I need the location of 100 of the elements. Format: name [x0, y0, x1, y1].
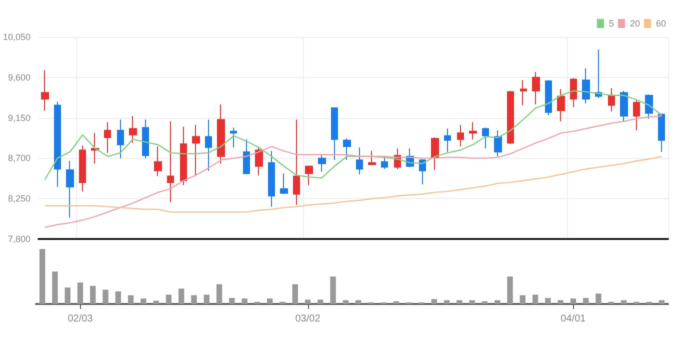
candlestick [117, 119, 124, 159]
candlestick [205, 119, 212, 172]
bar [431, 299, 438, 304]
legend-label: 60 [656, 18, 666, 28]
candlestick [368, 150, 376, 166]
line-series [44, 90, 662, 180]
candlestick [192, 124, 200, 176]
bar [266, 298, 273, 304]
candlestick [167, 120, 174, 203]
candlestick [343, 138, 351, 160]
candlestick [356, 146, 363, 175]
bar [532, 294, 538, 304]
y-tick-label: 8,700 [8, 153, 31, 164]
candlestick [645, 94, 653, 120]
candlestick [570, 78, 577, 108]
x-tick-label: 04/01 [560, 314, 586, 324]
y-tick-label: 8,250 [8, 194, 31, 204]
candlestick [129, 116, 137, 144]
bar [115, 291, 122, 304]
bar [178, 288, 184, 304]
bar [330, 276, 336, 304]
bar [456, 300, 462, 304]
candlestick [507, 90, 514, 144]
bar [64, 288, 70, 304]
candlestick [658, 114, 665, 152]
candlestick [469, 122, 477, 140]
bar [90, 286, 96, 304]
bar [355, 300, 362, 304]
bar [545, 298, 551, 304]
bar [558, 300, 564, 304]
x-tick-label: 03/02 [295, 314, 321, 324]
candlestick [318, 154, 326, 172]
bar [39, 249, 46, 304]
candlestick [268, 150, 275, 208]
candlestick [104, 122, 111, 154]
line-series [44, 115, 662, 228]
y-tick-label: 10,050 [2, 32, 31, 42]
x-tick-label: 02/03 [68, 314, 94, 324]
bar [153, 300, 159, 304]
bar [596, 294, 602, 304]
candlestick [431, 137, 439, 170]
candlestick [255, 146, 263, 176]
bar [77, 282, 84, 304]
bar [507, 276, 513, 304]
candlestick [66, 160, 74, 218]
candlestick [305, 166, 313, 186]
y-tick-label: 9,600 [8, 72, 31, 82]
candlestick [381, 156, 388, 170]
bar [229, 298, 235, 304]
y-tick-label: 7,800 [8, 234, 31, 244]
candlestick [482, 127, 489, 149]
candlestick [142, 119, 149, 159]
bar [658, 300, 665, 304]
bar [292, 284, 298, 304]
candlestick [457, 124, 464, 148]
bar [242, 298, 248, 304]
bar [582, 298, 589, 304]
candlestick [54, 101, 61, 188]
candlestick [633, 99, 640, 131]
legend-label: 20 [630, 18, 640, 28]
candlestick [620, 90, 628, 122]
bar [494, 300, 500, 304]
candlestick [557, 88, 565, 122]
bar [191, 295, 197, 304]
bar [52, 272, 58, 304]
bar [140, 298, 146, 304]
candlestick [243, 138, 250, 175]
bar [469, 300, 475, 304]
bar [318, 300, 324, 304]
candlestick [91, 132, 99, 164]
candlestick [180, 126, 187, 186]
candlestick [280, 172, 288, 195]
candlestick [608, 88, 615, 112]
candlestick [532, 72, 540, 105]
bar [444, 300, 450, 304]
candlestick [230, 127, 237, 148]
bar [166, 294, 172, 304]
candlestick [520, 80, 527, 106]
line-series [44, 156, 662, 213]
bar [216, 284, 222, 304]
bar [570, 298, 576, 304]
bar [102, 290, 108, 304]
candlestick [419, 158, 426, 185]
bar [520, 295, 526, 304]
bar [620, 300, 627, 304]
candlestick [217, 104, 225, 164]
candlestick [582, 68, 590, 104]
candlestick [331, 107, 338, 160]
bar [128, 295, 134, 304]
bar [304, 300, 311, 304]
candlestick [154, 146, 162, 177]
candlestick [79, 145, 86, 192]
bar [342, 300, 349, 304]
candlestick [444, 128, 451, 152]
candlestick [41, 70, 49, 112]
candlestick [545, 80, 552, 116]
candlestick [494, 130, 502, 157]
y-tick-label: 9,150 [8, 112, 31, 123]
candlestick [293, 119, 300, 206]
legend-label: 5 [608, 18, 614, 28]
